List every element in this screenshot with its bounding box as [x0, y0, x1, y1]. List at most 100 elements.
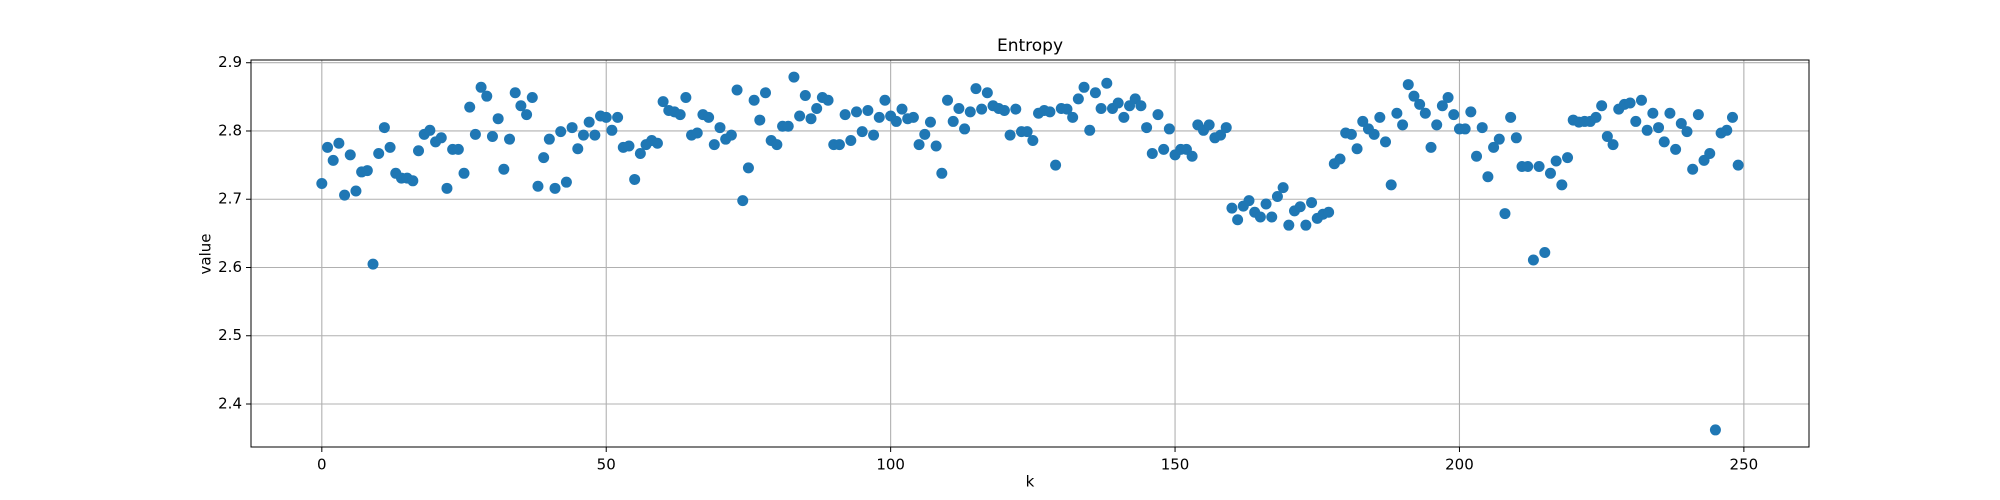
point	[748, 94, 760, 106]
point	[1675, 117, 1687, 129]
point	[1425, 141, 1437, 153]
point	[1601, 130, 1613, 142]
point	[759, 87, 771, 99]
point	[504, 133, 516, 145]
point	[1641, 124, 1653, 136]
point	[1562, 152, 1574, 164]
point	[492, 113, 504, 125]
point	[1271, 191, 1283, 203]
point	[839, 109, 851, 121]
point	[344, 149, 356, 161]
point	[805, 113, 817, 125]
axes-frame	[250, 59, 1810, 448]
point	[1101, 77, 1113, 89]
point	[515, 100, 527, 112]
point	[1726, 111, 1738, 123]
point	[1664, 107, 1676, 119]
point	[1374, 111, 1386, 123]
chart-title: Entropy	[997, 36, 1063, 56]
point	[959, 123, 971, 135]
point	[1391, 107, 1403, 119]
point	[1732, 159, 1744, 171]
point	[1345, 128, 1357, 140]
point	[1414, 98, 1426, 110]
point	[725, 129, 737, 141]
point	[1556, 179, 1568, 191]
point	[691, 127, 703, 139]
point	[316, 178, 328, 190]
point	[458, 167, 470, 179]
point	[475, 81, 487, 93]
point	[913, 139, 925, 151]
point	[1505, 111, 1517, 123]
point	[583, 116, 595, 128]
point	[560, 176, 572, 188]
point	[1635, 94, 1647, 106]
point	[435, 132, 447, 144]
point	[936, 167, 948, 179]
y-tick-label: 2.5	[218, 326, 242, 344]
point	[1647, 107, 1659, 119]
point	[481, 90, 493, 102]
point	[1067, 111, 1079, 123]
point	[822, 94, 834, 106]
point	[1687, 163, 1699, 175]
point	[868, 129, 880, 141]
point	[1158, 143, 1170, 155]
point	[1385, 179, 1397, 191]
point	[1476, 122, 1488, 134]
point	[896, 103, 908, 115]
point	[794, 110, 806, 122]
point	[1431, 119, 1443, 131]
point	[1436, 100, 1448, 112]
point	[1306, 197, 1318, 209]
point	[879, 94, 891, 106]
point	[953, 102, 965, 114]
point	[1482, 171, 1494, 183]
point	[970, 83, 982, 95]
point	[1493, 133, 1505, 145]
point	[845, 135, 857, 147]
point	[464, 101, 476, 113]
point	[1010, 103, 1022, 115]
point	[1300, 219, 1312, 231]
point	[1402, 79, 1414, 91]
point	[1709, 424, 1721, 436]
point	[572, 143, 584, 155]
point	[657, 96, 669, 108]
point	[469, 128, 481, 140]
point	[600, 111, 612, 123]
point	[1220, 122, 1232, 134]
point	[1226, 202, 1238, 214]
point	[327, 154, 339, 166]
point	[566, 122, 578, 134]
y-tick-label: 2.8	[218, 121, 242, 139]
point	[1357, 115, 1369, 127]
point	[1590, 111, 1602, 123]
point	[538, 152, 550, 164]
point	[1533, 160, 1545, 172]
point	[1118, 111, 1130, 123]
point	[811, 102, 823, 114]
point	[942, 94, 954, 106]
point	[1624, 97, 1636, 109]
point	[521, 109, 533, 121]
point	[907, 111, 919, 123]
point	[1186, 150, 1198, 162]
point	[964, 106, 976, 118]
point	[1419, 107, 1431, 119]
point	[577, 129, 589, 141]
point	[1072, 93, 1084, 105]
point	[1448, 109, 1460, 121]
point	[1260, 198, 1272, 210]
point	[737, 195, 749, 207]
point	[1334, 153, 1346, 165]
point	[862, 105, 874, 117]
point	[1522, 160, 1534, 172]
point	[367, 258, 379, 270]
point	[1044, 106, 1056, 118]
point	[782, 120, 794, 132]
x-tick-label: 150	[1161, 456, 1190, 474]
point	[1203, 119, 1215, 131]
